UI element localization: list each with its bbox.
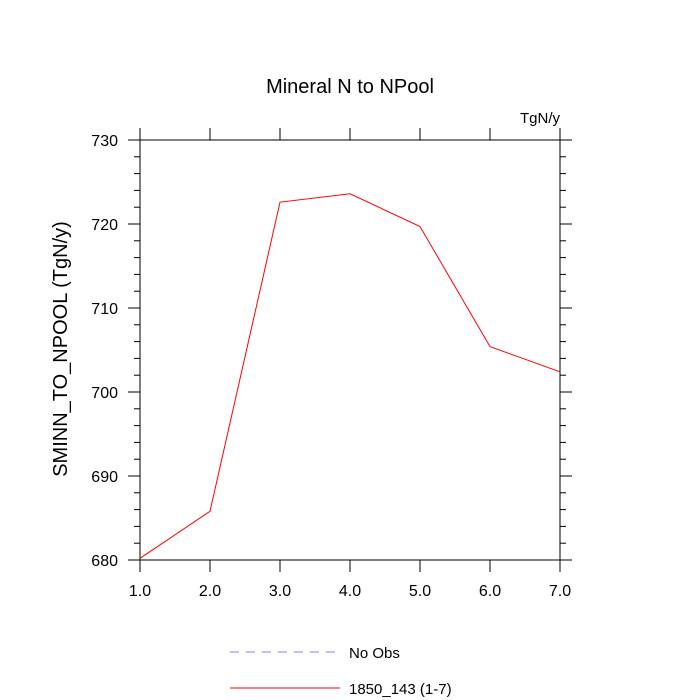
- y-tick-label: 730: [91, 133, 118, 150]
- plot-frame: [139, 139, 561, 561]
- y-tick-label: 720: [91, 217, 118, 234]
- x-tick-label: 2.0: [199, 583, 221, 600]
- y-tick-label: 700: [91, 385, 118, 402]
- legend-label: No Obs: [349, 645, 400, 662]
- y-tick-label: 690: [91, 469, 118, 486]
- legend-label: 1850_143 (1-7): [349, 681, 452, 698]
- y-axis-label: SMINN_TO_NPOOL (TgN/y): [50, 221, 72, 477]
- units-label: TgN/y: [520, 110, 561, 127]
- x-tick-label: 6.0: [479, 583, 501, 600]
- x-tick-label: 5.0: [409, 583, 431, 600]
- x-tick-label: 7.0: [549, 583, 571, 600]
- series-line: [139, 193, 561, 559]
- x-tick-label: 3.0: [269, 583, 291, 600]
- x-tick-label: 1.0: [129, 583, 151, 600]
- y-tick-label: 680: [91, 553, 118, 570]
- legend: No Obs 1850_143 (1-7): [230, 645, 452, 698]
- y-tick-label: 710: [91, 301, 118, 318]
- plot-area: 1.0 2.0 3.0 4.0 5.0 6.0 7.0 680 690 700 710 720 730: [91, 128, 572, 600]
- x-tick-label: 4.0: [339, 583, 361, 600]
- chart-title: Mineral N to NPool: [266, 76, 434, 98]
